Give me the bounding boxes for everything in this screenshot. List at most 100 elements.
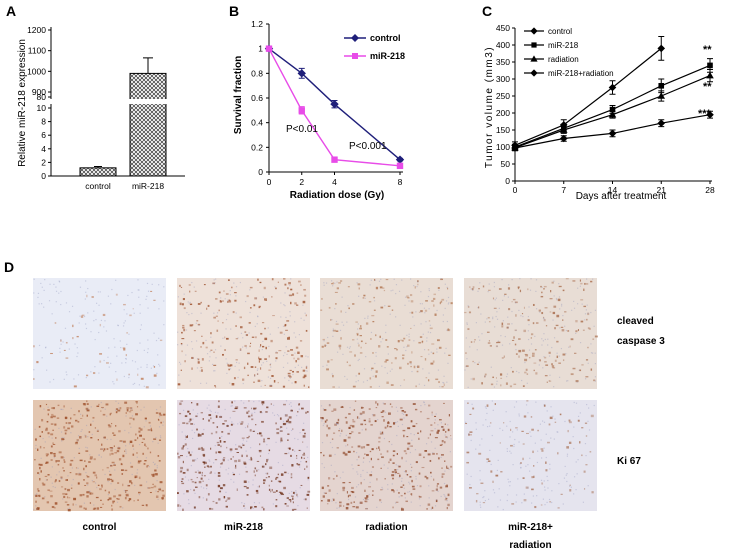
histology-texture (33, 400, 166, 512)
panel-a-ytick-label: 4 (41, 144, 46, 154)
panel-c-series-line (514, 47, 662, 146)
panel-c-significance: ** (703, 81, 712, 93)
panel-c-legend-label: control (548, 27, 572, 36)
panel-c-xlabel: Days after treatment (576, 191, 667, 202)
panel-b-point (331, 156, 338, 163)
panel-a-ytick-label: 8 (41, 117, 46, 127)
panel-c-legend-marker (530, 69, 538, 77)
panel-b-ytick-label: 0.8 (251, 68, 263, 78)
panel-a-axis-break (47, 99, 55, 104)
panel-c-line-chart: Tumor volume (mm3) Days after treatment … (484, 23, 715, 202)
panel-b-legend-marker (352, 53, 358, 59)
histology-texture (320, 278, 453, 388)
panel-label-c: C (482, 3, 492, 19)
panel-c-significance: *** (698, 108, 712, 120)
panel-a-bar (129, 72, 167, 177)
histology-column-label: control (83, 522, 117, 533)
panel-c-point (706, 110, 714, 119)
panel-b-point (396, 162, 404, 170)
panel-b-annotation: P<0.01 (286, 124, 318, 135)
panel-a-bar (79, 167, 117, 177)
panel-b-ytick-label: 0.4 (251, 118, 263, 128)
panel-c-ytick-label: 0 (505, 176, 510, 186)
histology-column-label: radiation (509, 540, 551, 551)
panel-c-point (609, 106, 616, 113)
panel-c-ytick-label: 400 (496, 40, 510, 50)
panel-b-ytick-label: 0 (258, 167, 263, 177)
panel-c-ytick-label: 350 (496, 57, 510, 67)
panel-b-xtick-label: 2 (299, 177, 304, 187)
panel-c-ytick-label: 250 (496, 91, 510, 101)
panel-c-legend-marker (530, 55, 538, 62)
panel-d-histology: cleaved caspase 3 Ki 67 control miR-218 radia… (33, 278, 665, 551)
panel-b-legend-label: control (370, 33, 401, 43)
panel-c-point (608, 129, 617, 138)
histology-row-label: cleaved (617, 316, 654, 327)
histology-image (177, 278, 310, 389)
histology-texture (177, 278, 310, 388)
histology-row-label: Ki 67 (617, 456, 641, 467)
panel-b-xlabel: Radiation dose (Gy) (290, 190, 384, 201)
panel-b-point (330, 99, 339, 109)
panel-c-xtick-label: 14 (608, 185, 618, 195)
panel-a-ylabel: Relative miR-218 expression (17, 39, 28, 167)
panel-a-category-label: control (85, 181, 111, 191)
panel-b-xtick-label: 0 (267, 177, 272, 187)
histology-column-label: miR-218+ (508, 522, 553, 533)
panel-b-series-line (268, 48, 401, 161)
panel-c-point (657, 44, 666, 53)
panel-c-ytick-label: 200 (496, 108, 510, 118)
panel-label-d: D (4, 259, 14, 275)
panel-c-ytick-label: 300 (496, 74, 510, 84)
panel-c-legend-marker (530, 27, 538, 35)
panel-c-point (707, 62, 713, 69)
panel-b-xtick-label: 4 (332, 177, 337, 187)
histology-image (320, 278, 453, 389)
histology-texture (33, 278, 165, 389)
panel-c-point (608, 83, 617, 92)
histology-texture (464, 278, 598, 388)
panel-a-errorbar (94, 165, 102, 168)
panel-a-ytick-label: 10 (37, 103, 47, 113)
panel-b-legend-label: miR-218 (370, 51, 405, 61)
panel-label-b: B (229, 3, 239, 19)
panel-c-ytick-label: 100 (496, 142, 510, 152)
panel-c-point (706, 71, 714, 79)
histology-column-label: miR-218 (224, 522, 263, 533)
panel-c-significance: ** (703, 44, 712, 56)
panel-c-point (657, 92, 666, 99)
panel-a-ytick-label: 2 (41, 157, 46, 167)
histology-texture (464, 400, 595, 511)
panel-c-point (559, 134, 568, 143)
panel-a-bar-chart: Relative miR-218 expression 0 2 4 6 8 1080900… (17, 25, 185, 191)
panel-a-ytick-label: 1000 (27, 66, 46, 76)
panel-c-ytick-label: 150 (496, 125, 510, 135)
panel-c-legend-label: miR-218+radiation (548, 69, 614, 78)
panel-a-bar-break (129, 99, 167, 104)
histology-image (33, 278, 166, 389)
panel-b-ytick-label: 1 (258, 44, 263, 54)
panel-c-xtick-label: 7 (561, 185, 566, 195)
panel-b-xtick-label: 8 (398, 177, 403, 187)
panel-label-a: A (6, 3, 16, 19)
panel-c-xtick-label: 28 (705, 185, 715, 195)
panel-c-xtick-label: 0 (513, 185, 518, 195)
panel-b-line-chart: Survival fraction Radiation dose (Gy) 00… (233, 19, 405, 201)
panel-b-point (395, 155, 405, 164)
panel-c-point (559, 126, 568, 133)
panel-c-legend-marker (531, 42, 537, 48)
histology-image (320, 400, 453, 511)
histology-image (177, 400, 310, 511)
panel-c-xtick-label: 21 (657, 185, 667, 195)
histology-row-label: caspase 3 (617, 336, 665, 347)
panel-a-ytick-label: 0 (41, 171, 46, 181)
panel-b-point (265, 45, 273, 52)
panel-a-category-label: miR-218 (132, 181, 164, 191)
panel-c-ylabel: Tumor volume (mm3) (484, 46, 495, 168)
panel-b-ylabel: Survival fraction (233, 56, 244, 134)
panel-b-series-line (268, 48, 401, 167)
panel-b-annotation: P<0.001 (349, 141, 387, 152)
panel-c-point (511, 144, 519, 152)
panel-b-ytick-label: 0.2 (251, 142, 263, 152)
